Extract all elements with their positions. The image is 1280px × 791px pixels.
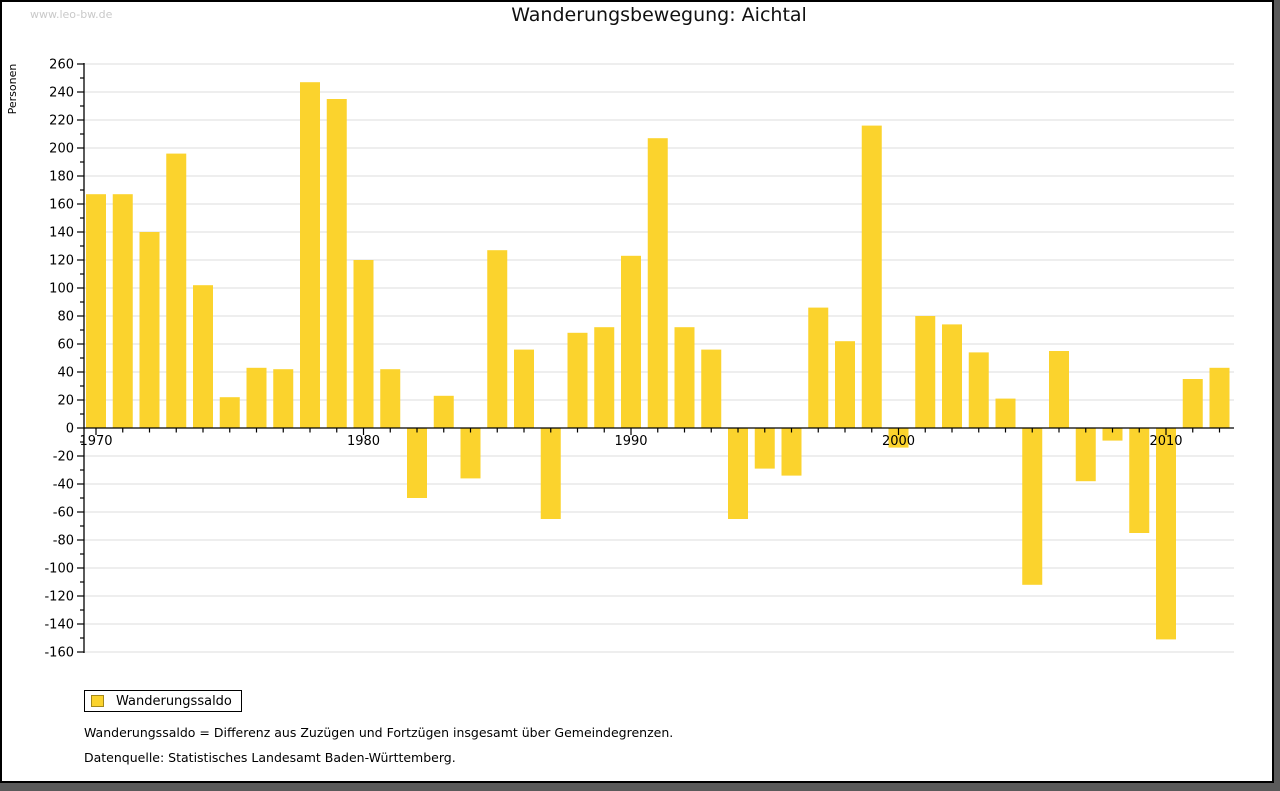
bar-1973	[166, 153, 187, 428]
y-tick-label: -140	[44, 618, 74, 633]
bar-1982	[407, 428, 427, 498]
bar-2003	[968, 352, 989, 428]
bar-1997	[808, 307, 829, 428]
y-tick-label: 220	[49, 114, 74, 129]
y-tick-label: 160	[49, 198, 74, 213]
bar-1999	[861, 125, 882, 428]
bar-1979	[326, 99, 347, 428]
x-tick-label: 2010	[1149, 434, 1182, 449]
y-tick-label: 100	[49, 282, 74, 297]
bar-1981	[380, 369, 401, 428]
bar-1984	[460, 428, 481, 479]
bar-1985	[487, 250, 508, 428]
bar-1991	[647, 138, 668, 428]
y-tick-label: -80	[53, 534, 74, 549]
bar-2007	[1075, 428, 1096, 482]
bar-2010	[1156, 428, 1176, 640]
y-tick-label: 0	[66, 422, 74, 437]
bar-1980	[353, 260, 374, 428]
y-tick-label: -100	[44, 562, 74, 577]
bar-2002	[942, 324, 962, 428]
y-tick-label: 120	[49, 254, 74, 269]
y-tick-label: -20	[53, 450, 74, 465]
bar-2000	[888, 428, 909, 448]
migration-bar-chart: -160 -140 -120 -100 -80 -60 -40 -20 0 20 40 60 80 100…	[6, 58, 1234, 661]
x-tick-label: 1970	[79, 434, 112, 449]
footnote-definition: Wanderungssaldo = Differenz aus Zuzügen …	[84, 725, 674, 740]
y-tick-label: 140	[49, 226, 74, 241]
x-tick-label: 1980	[347, 434, 380, 449]
y-tick-label: 180	[49, 170, 74, 185]
y-tick-label: -60	[53, 506, 74, 521]
bar-2001	[915, 316, 936, 428]
y-tick-label: 260	[49, 58, 74, 73]
bar-2006	[1049, 351, 1069, 428]
y-tick-label: 200	[49, 142, 74, 157]
bar-1986	[514, 349, 534, 428]
bar-1995	[754, 428, 775, 469]
bar-1971	[112, 194, 133, 428]
bar-1988	[567, 332, 588, 428]
bar-2008	[1102, 428, 1123, 441]
footnote-datasource: Datenquelle: Statistisches Landesamt Bad…	[84, 750, 456, 765]
bar-1970	[86, 194, 106, 428]
watermark: www.leo-bw.de	[30, 8, 113, 21]
bar-1987	[540, 428, 561, 519]
bar-1972	[139, 232, 160, 428]
bar-1974	[193, 285, 213, 428]
bar-1990	[621, 255, 641, 428]
x-tick-label: 2000	[882, 434, 915, 449]
y-tick-label: 40	[57, 366, 74, 381]
bar-1994	[728, 428, 748, 519]
y-tick-label: -120	[44, 590, 74, 605]
bar-2012	[1209, 367, 1230, 428]
y-tick-label: 20	[57, 394, 74, 409]
bar-2009	[1129, 428, 1150, 533]
bar-2004	[995, 398, 1016, 428]
bar-1996	[781, 428, 802, 476]
bar-1998	[835, 341, 855, 428]
y-tick-label: 80	[57, 310, 74, 325]
x-tick-label: 1990	[614, 434, 647, 449]
y-axis-title: Personen	[6, 64, 19, 115]
bar-1977	[273, 369, 294, 428]
bar-2005	[1022, 428, 1043, 585]
bar-1976	[246, 367, 267, 428]
y-tick-label: 240	[49, 86, 74, 101]
page-title: Wanderungsbewegung: Aichtal	[511, 4, 807, 26]
bar-1993	[701, 349, 722, 428]
bar-1983	[433, 395, 454, 428]
bar-1975	[219, 397, 240, 428]
bar-1992	[674, 327, 695, 428]
y-tick-label: -40	[53, 478, 74, 493]
y-tick-label: 60	[57, 338, 74, 353]
legend: Wanderungssaldo	[84, 690, 242, 712]
bar-1989	[594, 327, 615, 428]
legend-label: Wanderungssaldo	[116, 693, 232, 709]
legend-swatch-icon	[91, 695, 104, 707]
bar-2011	[1182, 379, 1203, 428]
bar-1978	[300, 82, 320, 428]
y-tick-label: -160	[44, 646, 74, 661]
